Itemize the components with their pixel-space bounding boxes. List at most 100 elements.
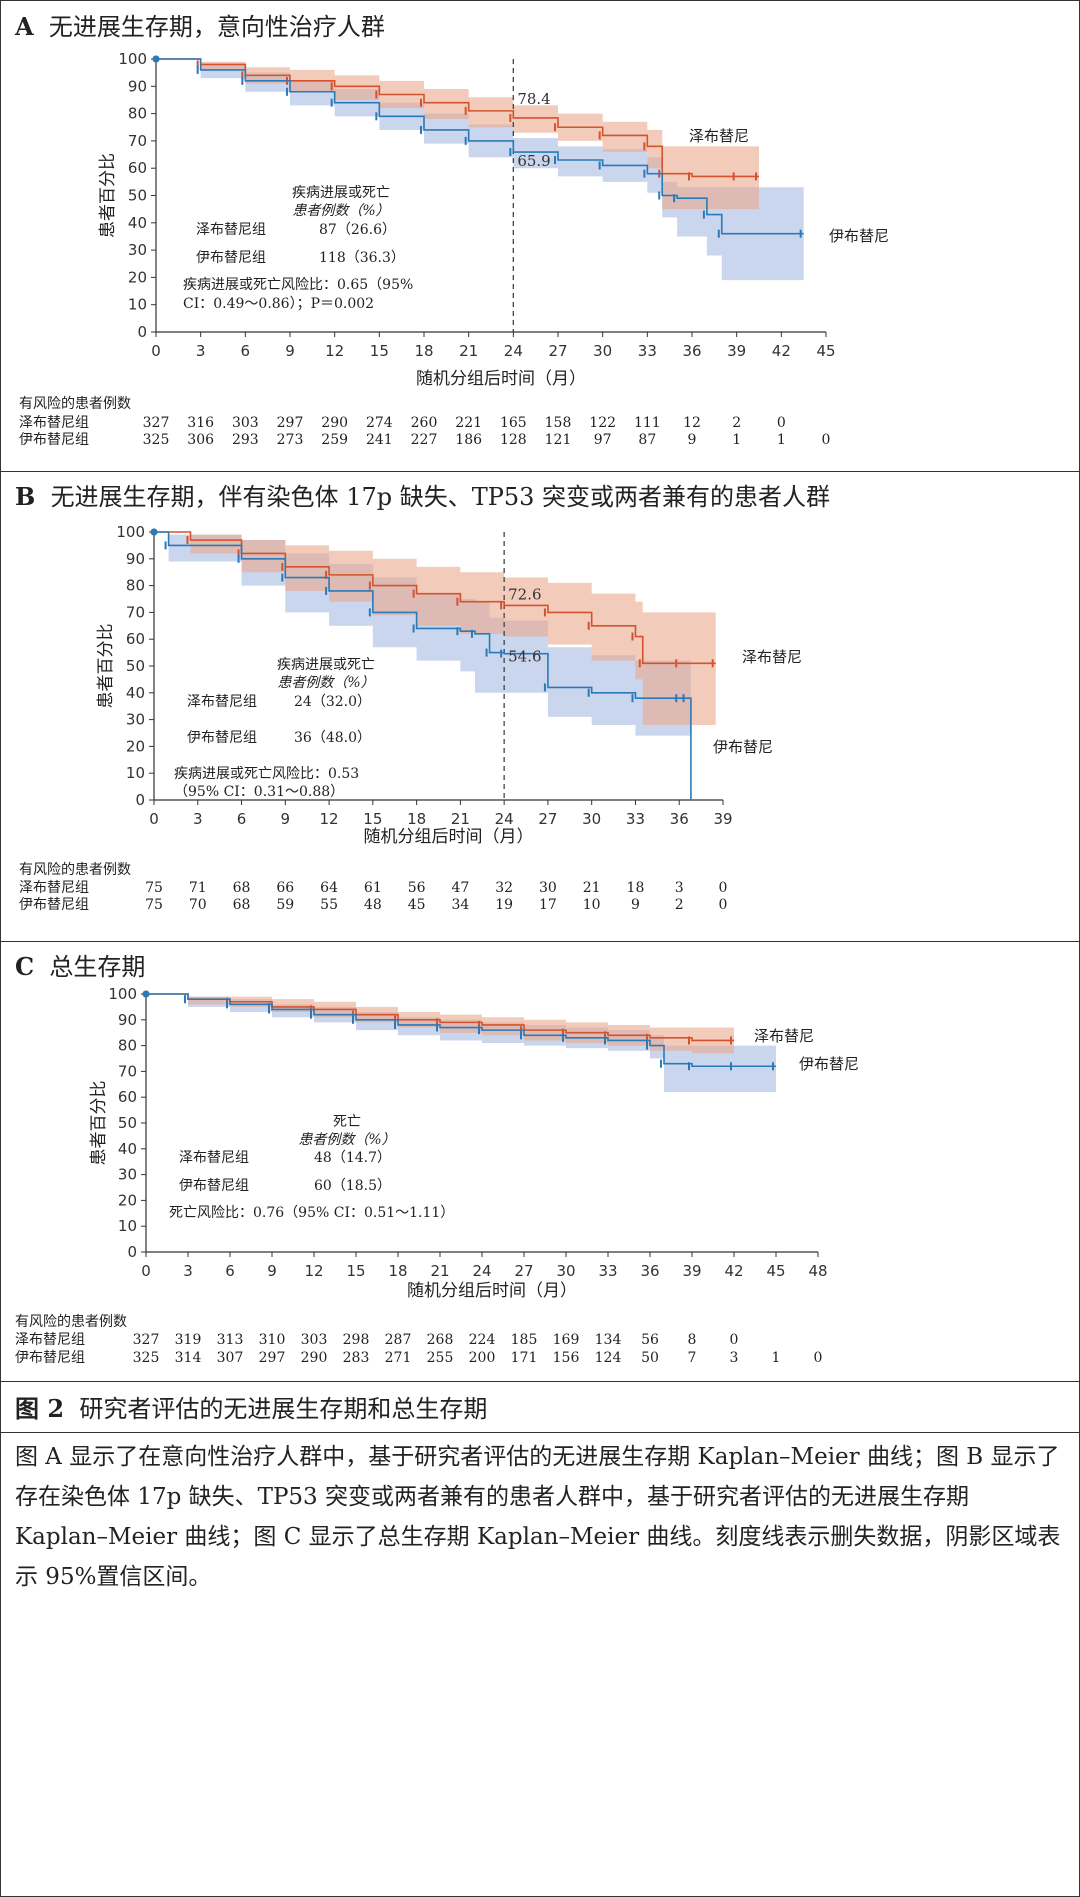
y-tick-label: 30 — [126, 711, 145, 729]
y-tick-label: 90 — [118, 1011, 137, 1029]
risk-table-title: 有风险的患者例数 — [19, 396, 131, 412]
annotation-row-label: 伊布替尼组 — [196, 250, 266, 266]
y-tick-label: 30 — [128, 241, 147, 259]
annotation-row-label: 泽布替尼组 — [187, 694, 257, 710]
risk-cell: 55 — [320, 897, 338, 913]
risk-cell: 156 — [553, 1350, 580, 1366]
risk-cell: 9 — [631, 897, 640, 913]
risk-cell: 259 — [321, 432, 348, 448]
risk-cell: 87 — [638, 432, 656, 448]
x-tick-label: 18 — [414, 342, 433, 360]
ibrutinib-landmark-value: 65.9 — [517, 152, 550, 170]
annotation-row-value: 87（26.6） — [319, 222, 396, 238]
y-tick-label: 20 — [126, 737, 145, 755]
risk-row-label: 泽布替尼组 — [19, 880, 89, 896]
hazard-ratio-text: （95% CI：0.31～0.88） — [174, 784, 344, 800]
annotation-header: 死亡 — [333, 1114, 361, 1130]
ibrutinib-series-label: 伊布替尼 — [829, 227, 889, 245]
panel-b-title: B 无进展生存期，伴有染色体 17p 缺失、TP53 突变或两者兼有的患者人群 — [15, 482, 831, 511]
risk-cell: 64 — [320, 880, 338, 896]
y-tick-label: 70 — [126, 603, 145, 621]
y-tick-label: 90 — [128, 77, 147, 95]
risk-cell: 283 — [343, 1350, 370, 1366]
risk-cell: 158 — [545, 415, 572, 431]
zanubrutinib-km-line — [156, 58, 759, 178]
risk-cell: 273 — [277, 432, 304, 448]
risk-cell: 7 — [688, 1350, 697, 1366]
risk-table-title: 有风险的患者例数 — [19, 862, 131, 878]
x-tick-label: 30 — [593, 342, 612, 360]
risk-cell: 224 — [469, 1332, 496, 1348]
risk-cell: 1 — [772, 1350, 781, 1366]
y-tick-label: 80 — [128, 105, 147, 123]
risk-cell: 268 — [427, 1332, 454, 1348]
y-tick-label: 30 — [118, 1166, 137, 1184]
x-tick-label: 39 — [713, 810, 732, 828]
risk-cell: 274 — [366, 415, 393, 431]
risk-cell: 319 — [175, 1332, 202, 1348]
risk-cell: 122 — [589, 415, 616, 431]
x-tick-label: 9 — [285, 342, 295, 360]
risk-cell: 2 — [675, 897, 684, 913]
risk-cell: 0 — [719, 897, 728, 913]
x-tick-label: 39 — [727, 342, 746, 360]
y-tick-label: 40 — [128, 214, 147, 232]
risk-cell: 3 — [675, 880, 684, 896]
risk-row-label: 伊布替尼组 — [19, 432, 89, 448]
risk-cell: 68 — [233, 880, 251, 896]
zanubrutinib-landmark-value: 72.6 — [508, 585, 541, 603]
risk-cell: 30 — [539, 880, 557, 896]
risk-cell: 0 — [777, 415, 786, 431]
panel-c-title: C 总生存期 — [15, 952, 146, 981]
zanubrutinib-ci-band — [156, 59, 759, 210]
risk-cell: 290 — [301, 1350, 328, 1366]
y-tick-label: 70 — [128, 132, 147, 150]
panel-a-title: A 无进展生存期，意向性治疗人群 — [15, 12, 385, 41]
y-axis-label: 患者百分比 — [98, 153, 118, 238]
risk-cell: 221 — [455, 415, 482, 431]
risk-cell: 316 — [187, 415, 214, 431]
y-tick-label: 100 — [118, 50, 147, 68]
annotation-row-label: 伊布替尼组 — [179, 1178, 249, 1194]
hazard-ratio-text: 疾病进展或死亡风险比：0.53 — [174, 766, 359, 782]
risk-table-title: 有风险的患者例数 — [15, 1314, 127, 1330]
x-tick-label: 15 — [370, 342, 389, 360]
hazard-ratio-text: 疾病进展或死亡风险比：0.65（95% — [183, 277, 413, 293]
risk-cell: 59 — [276, 897, 294, 913]
risk-cell: 227 — [411, 432, 438, 448]
x-tick-label: 36 — [682, 342, 701, 360]
y-tick-label: 70 — [118, 1062, 137, 1080]
risk-cell: 293 — [232, 432, 259, 448]
zanubrutinib-series-label: 泽布替尼 — [754, 1027, 814, 1045]
risk-row-label: 泽布替尼组 — [19, 415, 89, 431]
x-tick-label: 6 — [237, 810, 247, 828]
ibrutinib-series-label: 伊布替尼 — [799, 1055, 859, 1073]
x-tick-label: 21 — [459, 342, 478, 360]
x-tick-label: 27 — [514, 1262, 533, 1280]
risk-row-label: 伊布替尼组 — [15, 1350, 85, 1366]
ibrutinib-start-point — [150, 528, 158, 536]
ibrutinib-km-line — [146, 993, 776, 1068]
annotation-subheader: 患者例数（%） — [277, 675, 374, 691]
figure-caption: 图 2 研究者评估的无进展生存期和总生存期 图 A 显示了在意向性治疗人群中，基… — [1, 1381, 1079, 1601]
x-tick-label: 45 — [816, 342, 835, 360]
risk-cell: 0 — [719, 880, 728, 896]
risk-row-label: 泽布替尼组 — [15, 1332, 85, 1348]
panel-c: C 总生存期 0 10 20 30 40 50 60 70 80 90 100 0 3 6 9 12 15 18 2… — [1, 941, 1079, 1382]
annotation-row-label: 泽布替尼组 — [196, 222, 266, 238]
y-tick-label: 10 — [126, 764, 145, 782]
x-tick-label: 33 — [638, 342, 657, 360]
annotation-header: 疾病进展或死亡 — [277, 657, 375, 673]
risk-cell: 314 — [175, 1350, 202, 1366]
risk-cell: 61 — [364, 880, 382, 896]
panel-b: B 无进展生存期，伴有染色体 17p 缺失、TP53 突变或两者兼有的患者人群 … — [1, 471, 1079, 942]
x-tick-label: 12 — [320, 810, 339, 828]
zanubrutinib-km-line — [146, 993, 734, 1042]
risk-cell: 134 — [595, 1332, 622, 1348]
annotation-header: 疾病进展或死亡 — [292, 185, 390, 201]
x-tick-label: 48 — [808, 1262, 827, 1280]
x-tick-label: 18 — [388, 1262, 407, 1280]
